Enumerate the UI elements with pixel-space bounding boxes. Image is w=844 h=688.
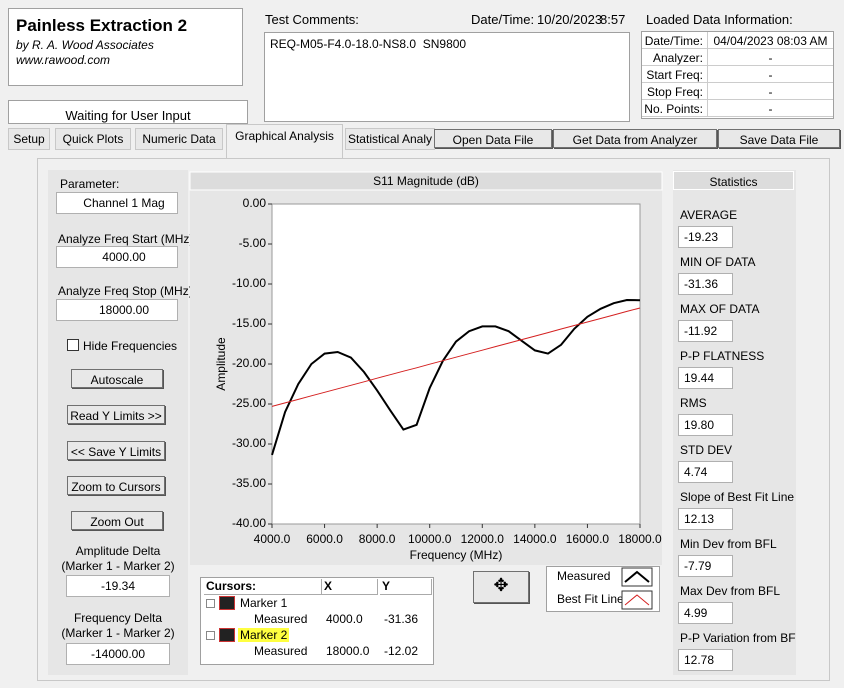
comments-label: Test Comments: (265, 12, 359, 27)
stat-value: 12.13 (678, 508, 733, 530)
loaded-value: - (708, 100, 833, 117)
stat-label: Slope of Best Fit Line (680, 490, 795, 504)
app-title: Painless Extraction 2 (16, 16, 188, 35)
marker-icon (219, 628, 235, 642)
loaded-key: Start Freq: (642, 66, 708, 83)
cursor-plot: Measured (254, 644, 308, 658)
loaded-key: No. Points: (642, 100, 708, 117)
loaded-value: 04/04/2023 08:03 AM (708, 32, 833, 49)
cursor-y: -31.36 (384, 612, 419, 626)
stat-value: 12.78 (678, 649, 733, 671)
loaded-key: Stop Freq: (642, 83, 708, 100)
stat-label: P-P Variation from BF (680, 631, 796, 645)
author: by R. A. Wood Associates (16, 38, 154, 52)
stat-value: -19.23 (678, 226, 733, 248)
stat-value: 4.74 (678, 461, 733, 483)
freq-delta-label-1: Frequency Delta (73, 611, 163, 625)
cursor-plot: Measured (254, 612, 308, 626)
loaded-value: - (708, 83, 833, 100)
datetime-label: Date/Time: (471, 12, 535, 27)
stat-label: STD DEV (680, 443, 733, 457)
date: 10/20/2023 (537, 12, 603, 27)
stat-value: -11.92 (678, 320, 733, 342)
stat-label: MIN OF DATA (680, 255, 756, 269)
loaded-key: Date/Time: (642, 32, 708, 49)
cursor-y: -12.02 (384, 644, 419, 658)
tab[interactable]: Statistical Analy (345, 128, 435, 150)
hide-label: Hide Frequencies (83, 339, 178, 353)
amp-delta: -19.34 (66, 575, 170, 597)
stat-label: MAX OF DATA (680, 302, 760, 316)
cursor-header: X (322, 579, 378, 595)
stat-value: -7.79 (678, 555, 733, 577)
parameter-label: Parameter: (60, 177, 120, 191)
loaded-title: Loaded Data Information: (646, 12, 793, 27)
cursor-table (200, 577, 434, 665)
cursor-x: 18000.0 (326, 644, 370, 658)
header-box (8, 8, 243, 86)
tab[interactable]: Numeric Data (135, 128, 223, 150)
freq-delta: -14000.00 (66, 643, 170, 665)
time: 8:57 (600, 12, 626, 27)
stat-value: -31.36 (678, 273, 733, 295)
side-button[interactable]: Zoom Out (71, 511, 163, 530)
stat-value: 19.44 (678, 367, 733, 389)
tab[interactable]: Quick Plots (55, 128, 131, 150)
legend-box (546, 566, 660, 612)
tab[interactable]: Graphical Analysis (226, 124, 343, 158)
parameter-select[interactable]: Channel 1 Mag (56, 192, 178, 214)
top-button[interactable]: Open Data File (434, 129, 552, 148)
status: Waiting for User Input (8, 100, 248, 124)
stat-label: P-P FLATNESS (680, 349, 765, 363)
hide-checkbox[interactable] (67, 339, 79, 351)
stat-label: RMS (680, 396, 707, 410)
amp-delta-label-2: (Marker 1 - Marker 2) (61, 559, 175, 573)
stat-label: AVERAGE (680, 208, 738, 222)
stat-value: 19.80 (678, 414, 733, 436)
side-button[interactable]: Autoscale (71, 369, 163, 388)
stats-title: Statistics (673, 171, 794, 190)
start-label: Analyze Freq Start (MHz) (58, 232, 194, 246)
stop-label: Analyze Freq Stop (MHz) (58, 284, 193, 298)
tab[interactable]: Setup (8, 128, 50, 150)
expander (206, 599, 215, 608)
url: www.rawood.com (16, 53, 111, 67)
top-button[interactable]: Save Data File (718, 129, 840, 148)
marker-name[interactable]: Marker 2 (238, 628, 290, 642)
amp-delta-label-1: Amplitude Delta (75, 544, 161, 558)
start-input[interactable]: 4000.00 (56, 246, 178, 268)
graph-panel (190, 190, 662, 565)
loaded-table (641, 31, 834, 119)
marker-name[interactable]: Marker 1 (240, 596, 288, 610)
cursor-move-button[interactable]: ✥ (473, 571, 529, 603)
comment-box[interactable]: REQ-M05-F4.0-18.0-NS8.0 SN9800 (264, 32, 630, 122)
stop-input[interactable]: 18000.00 (56, 299, 178, 321)
loaded-value: - (708, 66, 833, 83)
stat-label: Min Dev from BFL (680, 537, 777, 551)
side-button[interactable]: Read Y Limits >> (67, 405, 165, 424)
stat-value: 4.99 (678, 602, 733, 624)
loaded-value: - (708, 49, 833, 66)
side-button[interactable]: Zoom to Cursors (67, 476, 165, 495)
loaded-key: Analyzer: (642, 49, 708, 66)
side-button[interactable]: << Save Y Limits (67, 441, 165, 460)
marker-icon (219, 596, 235, 610)
expander (206, 631, 215, 640)
cursor-header: Cursors: (204, 579, 322, 595)
stat-label: Max Dev from BFL (680, 584, 781, 598)
cursor-x: 4000.0 (326, 612, 363, 626)
freq-delta-label-2: (Marker 1 - Marker 2) (61, 626, 175, 640)
cursor-header: Y (380, 579, 432, 595)
top-button[interactable]: Get Data from Analyzer (553, 129, 717, 148)
